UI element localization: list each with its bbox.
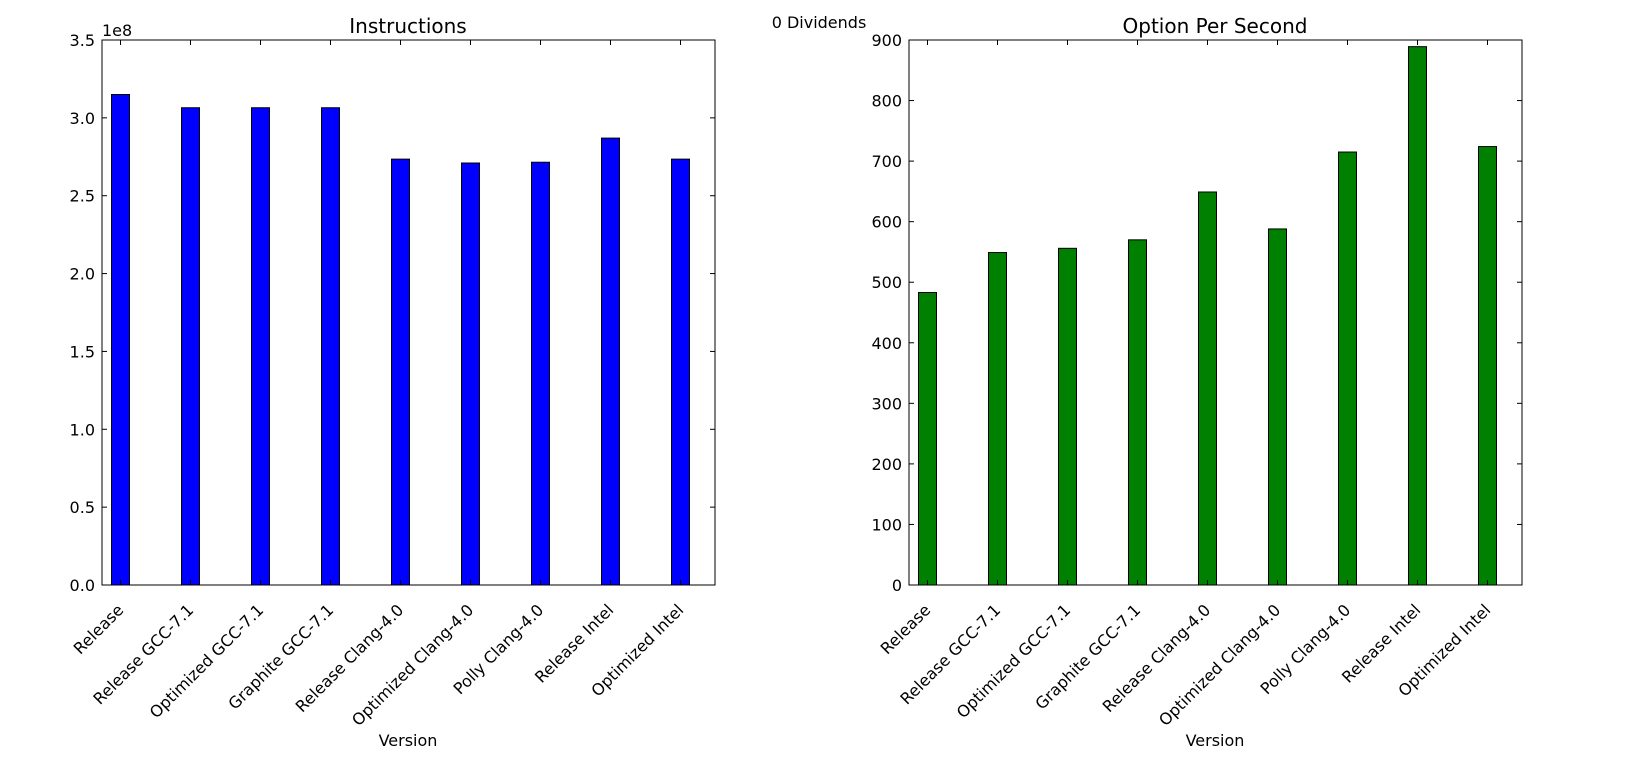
bar-0 — [111, 94, 130, 586]
bar-3 — [1128, 239, 1147, 586]
x-axis-label: Version — [379, 731, 438, 750]
x-tick-label: Optimized Clang-4.0 — [348, 600, 477, 729]
option-per-second-chart: Option Per Second Version ReleaseRelease… — [871, 14, 1523, 750]
y-tick-label: 900 — [871, 31, 902, 50]
y-axis-offset-label: 1e8 — [102, 21, 132, 40]
x-tick-label: Release — [877, 600, 935, 658]
bar-8 — [1478, 146, 1497, 586]
x-tick-label: Release — [70, 600, 128, 658]
y-tick-label: 200 — [871, 455, 902, 474]
y-tick-label: 100 — [871, 515, 902, 534]
bar-2 — [251, 107, 270, 586]
x-tick-label: Optimized Clang-4.0 — [1155, 600, 1284, 729]
y-tick-label: 1.5 — [70, 342, 95, 361]
x-axis-label: Version — [1186, 731, 1245, 750]
y-tick-label: 800 — [871, 92, 902, 111]
y-tick-label: 700 — [871, 152, 902, 171]
y-tick-label: 600 — [871, 213, 902, 232]
bar-7 — [601, 137, 620, 586]
x-tick-label: Optimized GCC-7.1 — [146, 600, 268, 722]
bar-7 — [1408, 46, 1427, 586]
chart-title: Option Per Second — [1123, 14, 1308, 38]
bar-5 — [461, 162, 480, 586]
instructions-chart: Instructions Version 1e8 ReleaseRelease … — [70, 14, 716, 750]
y-tick-label: 2.5 — [70, 187, 95, 206]
bar-8 — [671, 158, 690, 586]
bar-6 — [531, 161, 550, 586]
figure-suptitle: 0 Dividends — [772, 13, 867, 32]
bar-4 — [1198, 191, 1217, 586]
y-tick-label: 3.0 — [70, 109, 95, 128]
plot-frame — [908, 39, 1523, 586]
bar-4 — [391, 158, 410, 586]
y-tick-label: 2.0 — [70, 265, 95, 284]
y-tick-label: 300 — [871, 394, 902, 413]
y-tick-label: 3.5 — [70, 31, 95, 50]
bar-layer — [918, 46, 1497, 586]
y-tick-label: 0 — [892, 576, 902, 595]
chart-title: Instructions — [349, 14, 466, 38]
y-tick-label: 500 — [871, 273, 902, 292]
bar-5 — [1268, 228, 1287, 586]
y-tick-label: 1.0 — [70, 420, 95, 439]
y-tick-label: 400 — [871, 334, 902, 353]
y-tick-label: 0.5 — [70, 498, 95, 517]
y-tick-label: 0.0 — [70, 576, 95, 595]
bar-2 — [1058, 247, 1077, 586]
plot-frame — [101, 39, 716, 586]
bar-1 — [988, 252, 1007, 586]
bar-6 — [1338, 151, 1357, 586]
bar-3 — [321, 107, 340, 586]
bar-0 — [918, 292, 937, 586]
bar-1 — [181, 107, 200, 586]
bar-layer — [111, 94, 690, 586]
x-tick-label: Optimized GCC-7.1 — [953, 600, 1075, 722]
